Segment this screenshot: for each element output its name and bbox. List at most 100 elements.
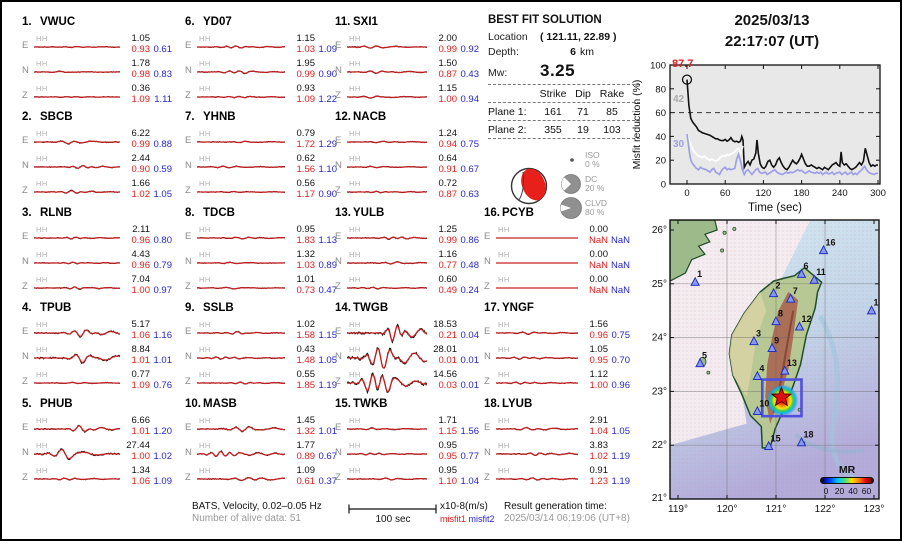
channel-label: HH (36, 370, 48, 379)
trace-row-RLNB-Z: Z HH 7.04 1.00 0.97 (22, 274, 172, 299)
trace-values: 1.45 1.32 1.01 (285, 415, 338, 440)
trace-row-VWUC-N: N HH 1.78 0.98 0.83 (22, 58, 172, 83)
station-block-YHNB: 7. YHNB E HH 0.79 1.72 1.29 N HH 0.62 1.56 1.10 Z HH 0… (185, 111, 337, 203)
misfit1-value: 0.03 (438, 380, 458, 391)
waveform-TWKB-N (347, 452, 427, 456)
map-station-13: 13 (779, 358, 797, 375)
trace-row-YHNB-N: N HH 0.62 1.56 1.10 (185, 153, 337, 178)
station-column-3: 11. SXI1 E HH 2.00 0.99 0.92 N HH 1.50 0.87 0.43 Z HH… (335, 2, 479, 502)
iso-row: ISO 0 % (558, 148, 640, 172)
station-block-PCYB: 16. PCYB E HH 0.00 NaN NaN N HH 0.00 NaN NaN Z HH 0.00… (484, 207, 630, 299)
svg-text:120: 120 (755, 188, 771, 199)
trace-values: 0.55 1.85 1.19 (285, 369, 338, 394)
result-generation-label: Result generation time: (504, 501, 607, 512)
best-solution-marker (681, 74, 693, 85)
trace-row-YD07-N: N HH 1.95 0.99 0.90 (185, 58, 337, 83)
result-generation-time: 2025/03/14 06:19:06 (UT+8) (504, 513, 630, 524)
peak-amplitude: 0.55 (296, 369, 316, 380)
waveform-TWGB-Z (347, 372, 427, 394)
trace-row-MASB-Z: Z HH 1.09 0.61 0.37 (185, 465, 337, 490)
peak-amplitude: 1.01 (296, 274, 316, 285)
channel-label: HH (199, 466, 211, 475)
misfit2-value: 1.15 (318, 330, 338, 341)
svg-text:3: 3 (756, 328, 761, 338)
channel-label: HH (498, 320, 510, 329)
station-title: 11. SXI1 (335, 16, 378, 28)
trace-values: 6.22 0.99 0.88 (120, 128, 173, 153)
waveform-NACB-E (347, 140, 427, 144)
peak-amplitude: 0.93 (296, 83, 316, 94)
channel-label: HH (36, 250, 48, 259)
plane1-row: Plane 1: 161 71 85 (488, 102, 640, 120)
component-label: E (335, 40, 342, 51)
misfit2-value: 1.05 (611, 426, 631, 437)
waveform-YD07-N (197, 69, 285, 75)
trace-values: 1.16 0.77 0.48 (427, 249, 480, 274)
waveform-YNGF-Z (496, 381, 578, 385)
component-label: N (185, 65, 192, 76)
trace-values: 1.95 0.99 0.90 (285, 58, 338, 83)
trace-row-YNGF-E: E HH 1.56 0.96 0.75 (484, 319, 630, 344)
trace-values: 0.77 1.09 0.76 (120, 369, 173, 394)
misfit2-value: 0.83 (153, 69, 173, 80)
waveform-LYUB-N (496, 452, 578, 457)
misfit2-value: 1.05 (318, 355, 338, 366)
waveform-MASB-Z (197, 476, 285, 482)
waveform-SSLB-Z (197, 381, 285, 385)
trace-values: 3.83 1.02 1.19 (578, 440, 631, 465)
misfit1-value: 1.56 (296, 164, 316, 175)
waveform-TDCB-N (197, 261, 285, 265)
svg-text:123°: 123° (864, 504, 885, 515)
white-series-start-label: 42 (673, 94, 685, 105)
misfit1-value: NaN (588, 235, 608, 246)
peak-amplitude: 1.02 (296, 319, 316, 330)
station-title: 3. RLNB (22, 207, 72, 219)
time-scale-bar (348, 504, 437, 514)
misfit1-value: 0.49 (438, 285, 458, 296)
component-label: E (185, 422, 192, 433)
trace-row-TWGB-E: E HH 18.53 0.21 0.04 (335, 319, 479, 344)
misfit2-value: 1.19 (611, 451, 631, 462)
trace-row-LYUB-E: E HH 2.91 1.04 1.05 (484, 415, 630, 440)
svg-text:2: 2 (776, 280, 781, 290)
misfit2-value: 0.90 (318, 69, 338, 80)
svg-text:100: 100 (650, 61, 666, 72)
plane1-strike: 161 (544, 105, 562, 118)
misfit2-value: 0.01 (460, 355, 480, 366)
waveform-SXI1-N (347, 70, 427, 75)
channel-label: HH (498, 370, 510, 379)
iso-pct: 0 % (585, 159, 600, 169)
map-station-5: 5 (695, 350, 707, 368)
trace-values: 0.72 0.87 0.63 (427, 178, 480, 203)
waveform-PHUB-E (34, 424, 120, 433)
component-label: E (185, 40, 192, 51)
misfit2-value: 0.86 (460, 235, 480, 246)
misfit2-value: 0.67 (318, 451, 338, 462)
station-block-SBCB: 2. SBCB E HH 6.22 0.99 0.88 N HH 2.44 0.90 0.59 Z HH 1… (22, 111, 172, 203)
x-axis-label: Time (sec) (748, 202, 802, 214)
trace-values: 0.43 1.48 1.05 (285, 344, 338, 369)
best-misfit-value: 87.7 (672, 58, 693, 70)
misfit1-value: 0.99 (438, 44, 458, 55)
svg-text:15: 15 (771, 433, 781, 443)
trace-row-TPUB-N: N HH 8.84 1.01 1.01 (22, 344, 172, 369)
plane1-label: Plane 1: (488, 105, 527, 118)
plane2-label: Plane 2: (488, 123, 527, 136)
plane2-dip: 19 (577, 123, 589, 136)
channel-label: HH (349, 370, 361, 379)
component-label: N (22, 351, 29, 362)
component-label: N (185, 447, 192, 458)
station-block-VWUC: 1. VWUC E HH 1.05 0.93 0.61 N HH 1.78 0.98 0.83 Z HH 0… (22, 16, 172, 108)
waveform-TWGB-E (347, 323, 427, 344)
misfit2-value: 0.63 (460, 189, 480, 200)
misfit2-value: 1.13 (318, 235, 338, 246)
channel-label: HH (36, 59, 48, 68)
trace-values: 0.95 1.83 1.13 (285, 224, 338, 249)
peak-amplitude: 0.64 (438, 153, 458, 164)
scale-bar-label: 100 sec (375, 514, 411, 525)
trace-values: 1.25 0.99 0.86 (427, 224, 480, 249)
misfit-reduction-chart: 0 20 40 60 80 100 0 60 120 180 240 300 87.7 42 30 Time … (631, 58, 886, 214)
trace-row-YD07-Z: Z HH 0.93 1.09 1.22 (185, 83, 337, 108)
peak-amplitude: 6.22 (131, 128, 151, 139)
svg-text:12: 12 (802, 314, 812, 324)
